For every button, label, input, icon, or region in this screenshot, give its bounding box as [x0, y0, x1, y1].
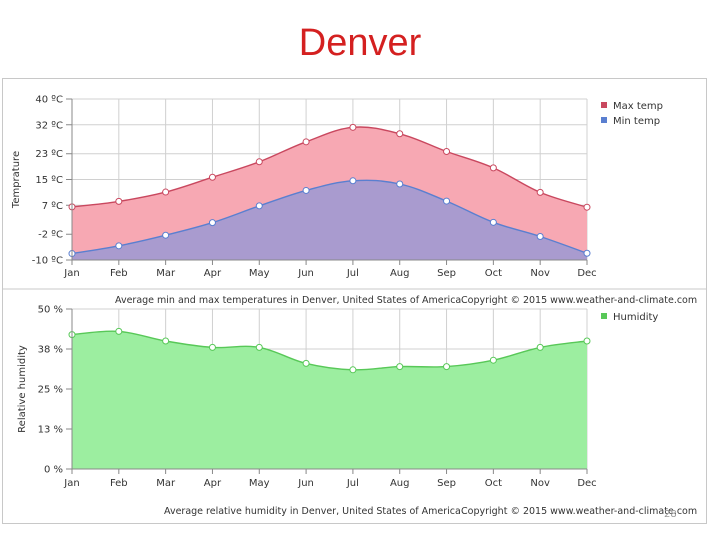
humidity-ytick-label: 13 % — [38, 425, 63, 436]
temp-data-point — [162, 231, 170, 239]
temp-data-point — [349, 123, 357, 131]
humidity-ytick-label: 38 % — [38, 345, 63, 356]
humidity-data-point — [115, 327, 123, 335]
temp-xtick-label: Feb — [110, 268, 128, 279]
temp-xtick-label: Mar — [156, 268, 176, 279]
humidity-ytick-label: 50 % — [38, 305, 63, 316]
humidity-data-point — [443, 363, 451, 371]
humidity-series-area-1 — [72, 331, 587, 469]
temp-xtick-label: Nov — [530, 268, 550, 279]
temp-data-point — [583, 203, 591, 211]
temp-data-point — [255, 202, 263, 210]
temp-y-axis-title: Temprature — [11, 151, 22, 209]
temp-series-line-1 — [71, 126, 588, 208]
temp-xtick-label: Aug — [390, 268, 410, 279]
temp-data-point — [396, 130, 404, 138]
temp-data-point — [302, 138, 310, 146]
temp-data-point — [255, 158, 263, 166]
temp-legend-swatch-1 — [601, 102, 607, 108]
temp-legend-label-2: Min temp — [613, 116, 660, 127]
temp-data-point — [302, 186, 310, 194]
temp-ytick-label: 32 ºC — [35, 120, 63, 131]
humidity-xtick-label: Jul — [346, 478, 359, 489]
humidity-data-point — [255, 343, 263, 351]
humidity-xtick-label: Aug — [390, 478, 410, 489]
humidity-data-point — [162, 337, 170, 345]
temp-data-point — [162, 188, 170, 196]
temp-copyright: Copyright © 2015 www.weather-and-climate… — [461, 295, 697, 306]
temp-data-point — [208, 219, 216, 227]
humidity-legend-label-1: Humidity — [613, 312, 658, 323]
humidity-data-point — [349, 366, 357, 374]
temp-xtick-label: Jul — [346, 268, 359, 279]
humidity-xtick-label: Dec — [577, 478, 596, 489]
humidity-y-axis-title: Relative humidity — [17, 345, 28, 433]
temp-ytick-label: -10 ºC — [32, 256, 63, 267]
humidity-data-point — [536, 343, 544, 351]
humidity-xtick-label: Apr — [204, 478, 222, 489]
temp-series-area-2 — [72, 180, 587, 260]
temp-ytick-label: 7 ºC — [42, 201, 63, 212]
temp-data-point — [208, 173, 216, 181]
humidity-copyright: Copyright © 2015 www.weather-and-climate… — [461, 506, 697, 517]
page-number: 28 — [664, 509, 677, 520]
temp-data-point — [443, 197, 451, 205]
humidity-xtick-label: Oct — [485, 478, 502, 489]
temp-data-point — [443, 147, 451, 155]
temp-xtick-label: Jun — [297, 268, 314, 279]
slide-title: Denver — [298, 22, 422, 64]
temp-xtick-label: May — [249, 268, 270, 279]
humidity-data-point — [302, 359, 310, 367]
humidity-caption: Average relative humidity in Denver, Uni… — [164, 506, 461, 517]
humidity-data-point — [583, 337, 591, 345]
humidity-series-line-1 — [71, 330, 588, 371]
humidity-data-point — [208, 343, 216, 351]
humidity-data-point — [489, 356, 497, 364]
temp-data-point — [396, 180, 404, 188]
humidity-ytick-label: 0 % — [44, 465, 63, 476]
temp-legend-label-1: Max temp — [613, 101, 663, 112]
temp-data-point — [489, 164, 497, 172]
temp-ytick-label: 40 ºC — [35, 95, 63, 106]
temp-xtick-label: Jan — [63, 268, 79, 279]
temp-data-point — [489, 218, 497, 226]
temp-xtick-label: Apr — [204, 268, 222, 279]
temp-data-point — [583, 249, 591, 257]
temp-legend-swatch-2 — [601, 117, 607, 123]
temp-data-point — [349, 177, 357, 185]
charts-canvas: -10 ºC -2 ºC 7 ºC 15 ºC 23 ºC 32 ºC 40 ºC Jan Fe… — [3, 95, 706, 517]
temp-xtick-label: Dec — [577, 268, 596, 279]
temp-data-point — [115, 242, 123, 250]
temp-xtick-label: Sep — [437, 268, 456, 279]
humidity-ytick-label: 25 % — [38, 385, 63, 396]
humidity-xtick-label: Jan — [63, 478, 79, 489]
humidity-data-point — [396, 363, 404, 371]
temp-ytick-label: 15 ºC — [35, 175, 63, 186]
temp-ytick-label: 23 ºC — [35, 149, 63, 160]
humidity-xtick-label: Nov — [530, 478, 550, 489]
temp-series-line-2 — [71, 179, 588, 255]
humidity-xtick-label: Feb — [110, 478, 128, 489]
humidity-legend-swatch-1 — [601, 313, 607, 319]
humidity-xtick-label: Jun — [297, 478, 314, 489]
temp-data-point — [115, 197, 123, 205]
temp-caption: Average min and max temperatures in Denv… — [115, 295, 461, 306]
temp-xtick-label: Oct — [485, 268, 502, 279]
humidity-xtick-label: Sep — [437, 478, 456, 489]
humidity-xtick-label: May — [249, 478, 270, 489]
temp-data-point — [536, 232, 544, 240]
humidity-xtick-label: Mar — [156, 478, 176, 489]
chart-panel: -10 ºC -2 ºC 7 ºC 15 ºC 23 ºC 32 ºC 40 ºC Jan Fe… — [2, 78, 707, 524]
temp-data-point — [536, 188, 544, 196]
temp-ytick-label: -2 ºC — [38, 230, 63, 241]
